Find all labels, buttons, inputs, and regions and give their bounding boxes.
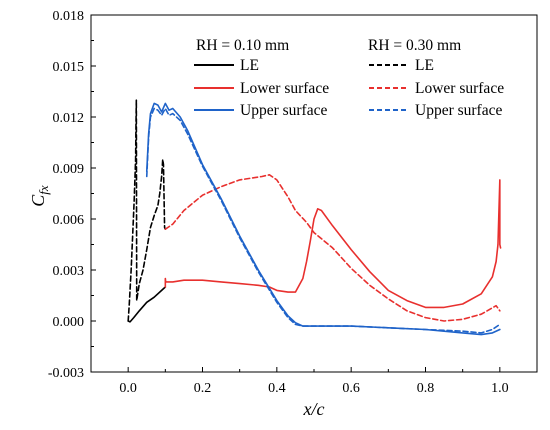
x-tick-label: 0.8 [417, 381, 435, 396]
legend-label-lower-1: Lower surface [240, 80, 329, 97]
y-tick-label: 0.009 [53, 162, 85, 177]
series-line-le-dashed [127, 99, 167, 322]
y-axis: -0.003 0.000 0.003 0.006 0.009 0.012 0.015 0.01… [48, 9, 96, 381]
series-line-lower-surface-solid [164, 179, 502, 309]
series-line-upper-surface-dashed [145, 107, 501, 334]
x-tick-label: 0.0 [119, 381, 137, 396]
legend-label-le-1: LE [240, 57, 259, 74]
plot-frame [90, 14, 538, 373]
legend-group-title-2: RH = 0.30 mm [368, 37, 461, 54]
series-line-le-solid [127, 286, 167, 323]
y-tick-label: 0.003 [53, 264, 85, 279]
y-tick-label: 0.018 [53, 9, 85, 24]
x-tick-label: 0.2 [194, 381, 212, 396]
legend-label-upper-1: Upper surface [240, 102, 327, 119]
legend-label-lower-2: Lower surface [415, 80, 504, 97]
x-tick-label: 0.4 [268, 381, 286, 396]
y-axis-label-sub: fx [36, 185, 51, 195]
series-line-upper-surface-solid [145, 102, 501, 336]
legend-label-le-2: LE [415, 57, 434, 74]
x-axis-label: x/c [303, 399, 325, 419]
legend-group-title-1: RH = 0.10 mm [196, 37, 289, 54]
y-tick-label: 0.015 [53, 60, 85, 75]
x-tick-label: 0.6 [342, 381, 360, 396]
series-lines [127, 99, 502, 336]
y-tick-label: 0.012 [53, 111, 85, 126]
x-axis: 0.0 0.2 0.4 0.6 0.8 1.0 [119, 367, 509, 396]
legend: RH = 0.10 mm RH = 0.30 mm LE LE Lower su… [194, 37, 504, 119]
y-tick-label: 0.006 [53, 213, 85, 228]
y-axis-label-main: C [28, 194, 48, 207]
legend-label-upper-2: Upper surface [415, 102, 502, 119]
y-axis-label: Cfx [28, 185, 51, 207]
series-line-lower-surface-dashed [164, 174, 501, 322]
y-tick-label: -0.003 [48, 366, 84, 381]
x-tick-label: 1.0 [491, 381, 509, 396]
y-tick-label: 0.000 [53, 315, 85, 330]
